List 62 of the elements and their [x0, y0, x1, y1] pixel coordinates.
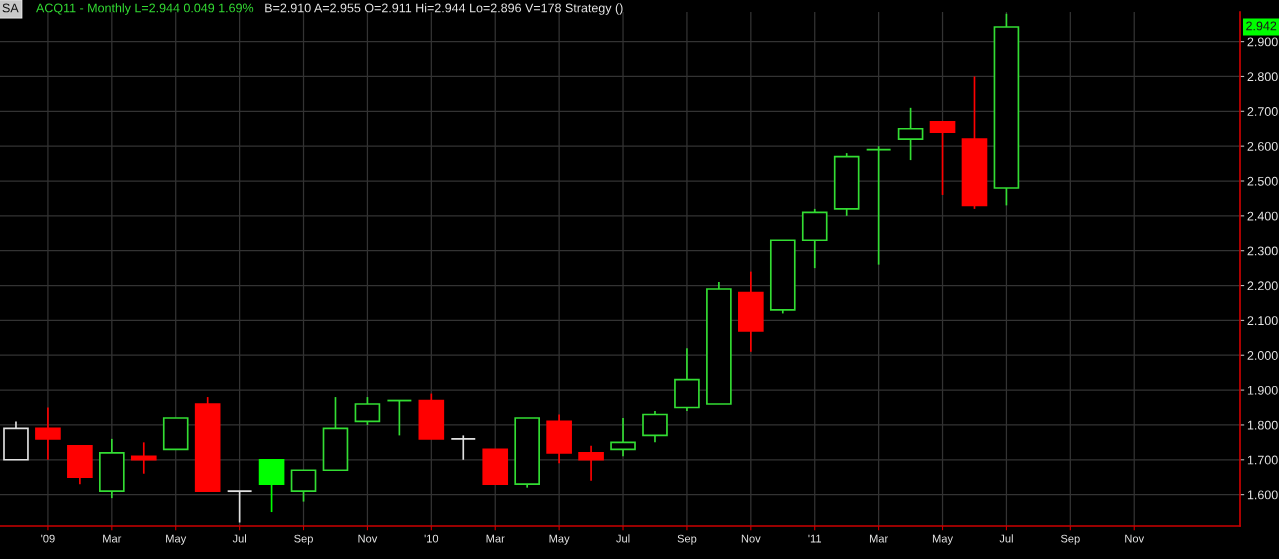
chart-subtitle: B=2.910 A=2.955 O=2.911 Hi=2.944 Lo=2.896 V=178 Strategy (): [265, 3, 623, 15]
x-tick-label: Nov: [741, 534, 761, 543]
x-tick-label: Mar: [103, 534, 122, 543]
y-tick-label: 2.500: [1247, 176, 1278, 186]
candlestick: [3, 420, 29, 461]
x-tick-label: Sep: [1060, 534, 1080, 545]
y-tick-label: 2.100: [1247, 316, 1278, 326]
x-tick-label: Nov: [1125, 534, 1145, 543]
candlestick: [929, 120, 956, 196]
chart-title: ACQ11 - Monthly L=2.944 0.049 1.69%: [36, 3, 254, 15]
candlestick: [322, 396, 349, 472]
candlestick: [706, 281, 732, 405]
annotation: 2.942: [1246, 21, 1277, 31]
candlestick: [610, 417, 636, 458]
y-tick-label: 2.400: [1247, 211, 1278, 221]
x-tick-label: Jul: [999, 534, 1013, 543]
y-tick-label: 2.200: [1247, 281, 1278, 291]
y-tick-label: 2.700: [1247, 107, 1278, 116]
x-tick-label: May: [932, 534, 954, 545]
y-tick-label: 2.000: [1247, 351, 1278, 360]
x-tick-label: '10: [424, 534, 439, 543]
y-tick-label: 2.800: [1247, 72, 1278, 82]
candlestick: [897, 106, 924, 161]
candlestick: [738, 270, 764, 353]
candlestick: [642, 410, 668, 444]
candlestick: [482, 448, 509, 486]
candlestick: [450, 434, 477, 461]
x-tick-label: Jul: [616, 534, 630, 543]
y-tick-label: 2.900: [1247, 37, 1278, 47]
annotation: SA: [2, 3, 19, 13]
candlestick: [35, 406, 61, 461]
candlestick: [674, 347, 700, 412]
candlestick: [226, 490, 253, 524]
x-tick-label: Mar: [486, 534, 505, 543]
candlestick: [99, 438, 125, 499]
x-tick-label: Sep: [294, 534, 313, 545]
y-tick-label: 1.800: [1247, 420, 1278, 430]
candlestick: [578, 445, 604, 482]
x-tick-label: '09: [41, 534, 55, 543]
candlestick: [546, 413, 572, 465]
candlestick: [386, 399, 413, 437]
candlestick: [801, 208, 828, 269]
y-tick-label: 1.700: [1247, 455, 1278, 465]
y-tick-label: 2.600: [1247, 141, 1278, 151]
y-tick-label: 2.300: [1247, 246, 1278, 256]
y-tick-label: 1.600: [1247, 490, 1278, 500]
candlestick: [258, 458, 285, 513]
candlestick: [833, 152, 860, 217]
x-tick-label: Mar: [869, 534, 889, 543]
candlestick: [67, 445, 93, 486]
candlestick: [130, 441, 157, 475]
x-tick-label: May: [166, 534, 187, 545]
x-tick-label: Nov: [358, 534, 378, 543]
x-tick-label: '11: [808, 534, 822, 543]
x-tick-label: Jul: [232, 534, 246, 543]
candlestick: [418, 392, 445, 440]
x-tick-label: May: [549, 534, 570, 545]
candlestick: [514, 417, 540, 489]
y-tick-label: 1.900: [1247, 385, 1278, 395]
candlestick: [162, 417, 189, 451]
candlestick: [194, 396, 221, 492]
x-tick-label: Sep: [677, 534, 697, 545]
